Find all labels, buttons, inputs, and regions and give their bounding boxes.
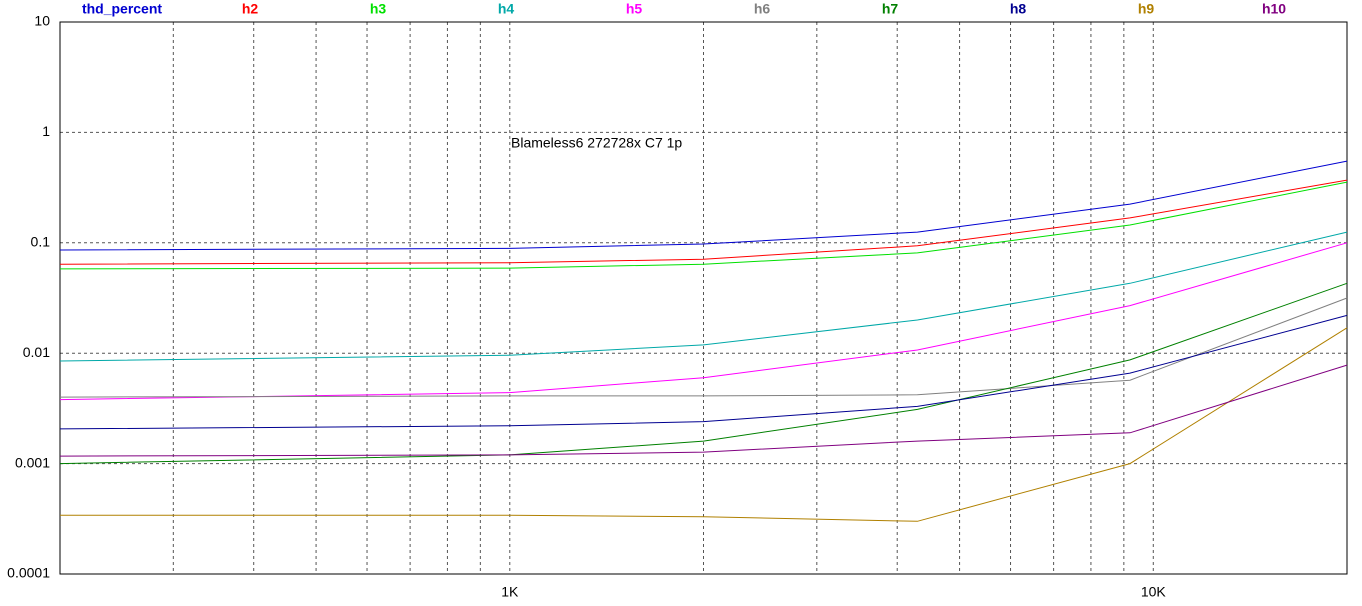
annotation: Blameless6 272728x C7 1p	[511, 135, 682, 151]
series-line	[59, 314, 1348, 430]
series-line	[59, 160, 1348, 251]
y-tick-label: 1	[42, 123, 50, 139]
series-line	[59, 181, 1348, 270]
x-tick-label: 1K	[501, 584, 519, 600]
series-line	[59, 231, 1348, 362]
series-line	[60, 327, 1348, 522]
legend-entry: h9	[1138, 1, 1155, 17]
y-tick-label: 0.001	[15, 454, 50, 470]
series-line	[59, 297, 1348, 398]
legend-entry: h4	[498, 1, 515, 17]
series-line	[59, 364, 1348, 457]
x-tick-label: 10K	[1141, 584, 1167, 600]
legend-entry: h6	[754, 1, 771, 17]
y-tick-label: 0.01	[23, 344, 50, 360]
legend-entry: h7	[882, 1, 899, 17]
legend-entry: h10	[1262, 1, 1286, 17]
legend-entry: h3	[370, 1, 387, 17]
legend-entry: thd_percent	[82, 1, 162, 17]
series-line	[59, 282, 1348, 465]
y-tick-label: 0.0001	[7, 565, 50, 581]
legend-entry: h8	[1010, 1, 1027, 17]
series-line	[59, 242, 1348, 401]
y-tick-label: 0.1	[31, 234, 51, 250]
y-tick-label: 10	[34, 13, 50, 29]
legend-entry: h2	[242, 1, 259, 17]
series-line	[59, 179, 1348, 265]
legend-entry: h5	[626, 1, 643, 17]
